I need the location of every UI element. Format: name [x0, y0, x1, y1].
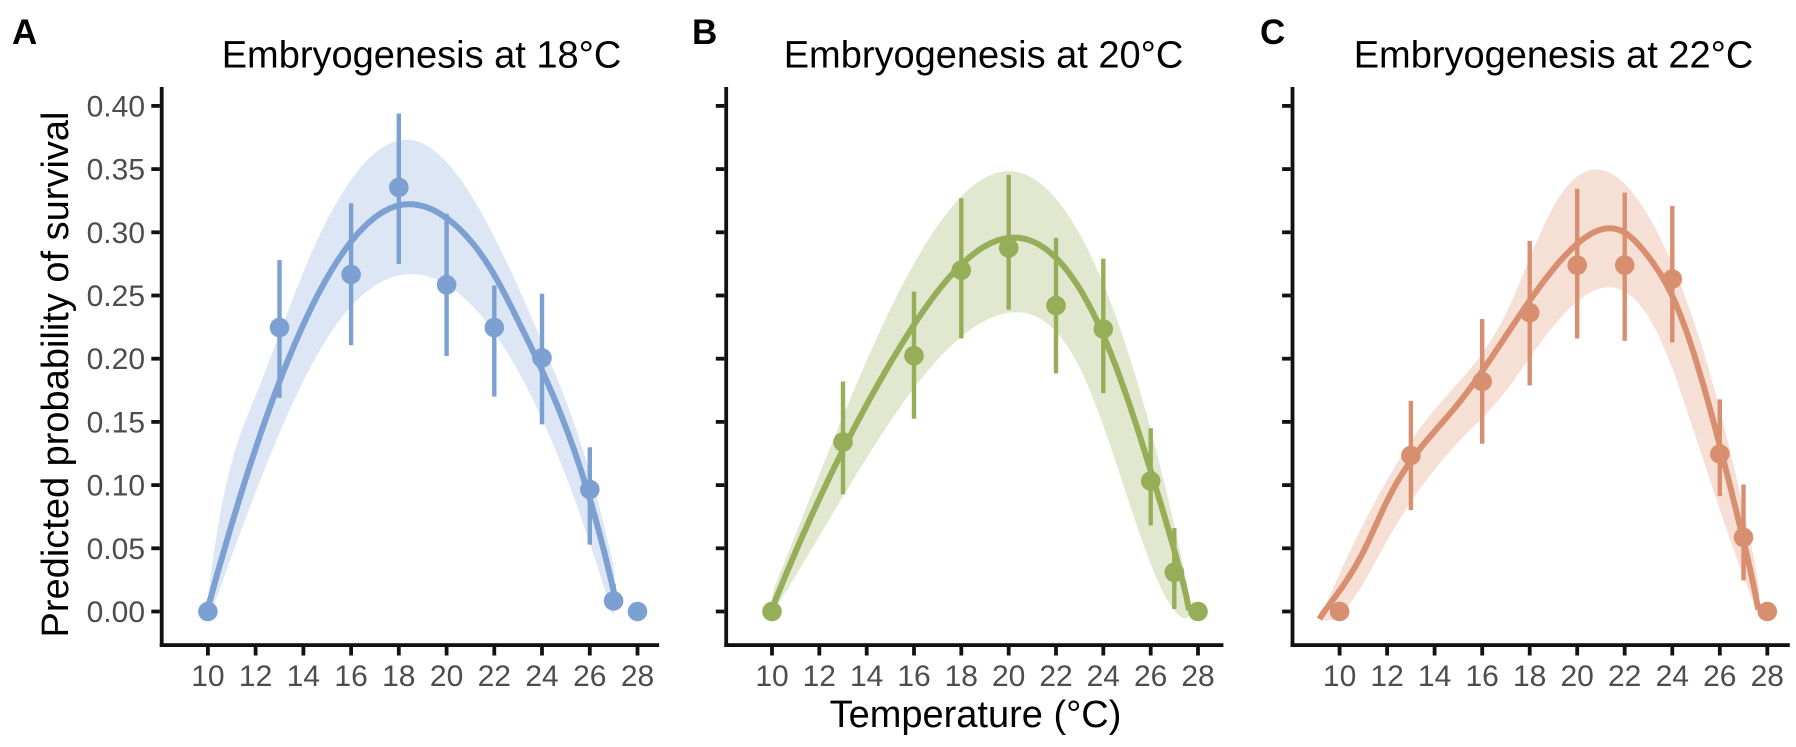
svg-text:A: A	[12, 13, 37, 52]
svg-text:0.05: 0.05	[87, 533, 145, 566]
svg-text:12: 12	[803, 660, 836, 693]
svg-text:14: 14	[850, 660, 883, 693]
svg-text:22: 22	[1608, 660, 1641, 693]
svg-text:22: 22	[1039, 660, 1072, 693]
svg-text:16: 16	[897, 660, 930, 693]
svg-text:28: 28	[1181, 660, 1214, 693]
svg-text:0.15: 0.15	[87, 406, 145, 439]
svg-text:12: 12	[239, 660, 272, 693]
svg-text:Predicted probability of survi: Predicted probability of survival	[35, 112, 77, 638]
svg-text:26: 26	[1703, 660, 1736, 693]
svg-text:28: 28	[621, 660, 654, 693]
svg-text:28: 28	[1751, 660, 1784, 693]
svg-text:24: 24	[1087, 660, 1120, 693]
svg-text:24: 24	[525, 660, 558, 693]
svg-text:20: 20	[1561, 660, 1594, 693]
svg-text:10: 10	[755, 660, 788, 693]
svg-text:10: 10	[191, 660, 224, 693]
svg-text:24: 24	[1656, 660, 1689, 693]
svg-text:12: 12	[1370, 660, 1403, 693]
svg-text:26: 26	[1134, 660, 1167, 693]
svg-text:26: 26	[573, 660, 606, 693]
svg-text:10: 10	[1323, 660, 1356, 693]
svg-text:0.20: 0.20	[87, 343, 145, 376]
svg-text:18: 18	[1513, 660, 1546, 693]
svg-text:20: 20	[430, 660, 463, 693]
svg-text:22: 22	[478, 660, 511, 693]
svg-text:Embryogenesis at 20°C: Embryogenesis at 20°C	[784, 35, 1184, 77]
svg-text:0.30: 0.30	[87, 217, 145, 250]
svg-text:0.35: 0.35	[87, 154, 145, 187]
svg-text:14: 14	[1418, 660, 1451, 693]
svg-text:20: 20	[992, 660, 1025, 693]
svg-text:0.40: 0.40	[87, 90, 145, 123]
svg-text:14: 14	[287, 660, 320, 693]
svg-text:B: B	[692, 13, 717, 52]
svg-text:0.25: 0.25	[87, 280, 145, 313]
svg-text:0.00: 0.00	[87, 596, 145, 629]
svg-text:Temperature (°C): Temperature (°C)	[830, 694, 1122, 736]
svg-text:16: 16	[1466, 660, 1499, 693]
svg-text:C: C	[1260, 13, 1285, 52]
svg-text:Embryogenesis at 22°C: Embryogenesis at 22°C	[1354, 35, 1754, 77]
svg-text:18: 18	[382, 660, 415, 693]
svg-text:16: 16	[334, 660, 367, 693]
svg-text:0.10: 0.10	[87, 470, 145, 503]
svg-text:Embryogenesis at 18°C: Embryogenesis at 18°C	[222, 35, 622, 77]
svg-text:18: 18	[945, 660, 978, 693]
